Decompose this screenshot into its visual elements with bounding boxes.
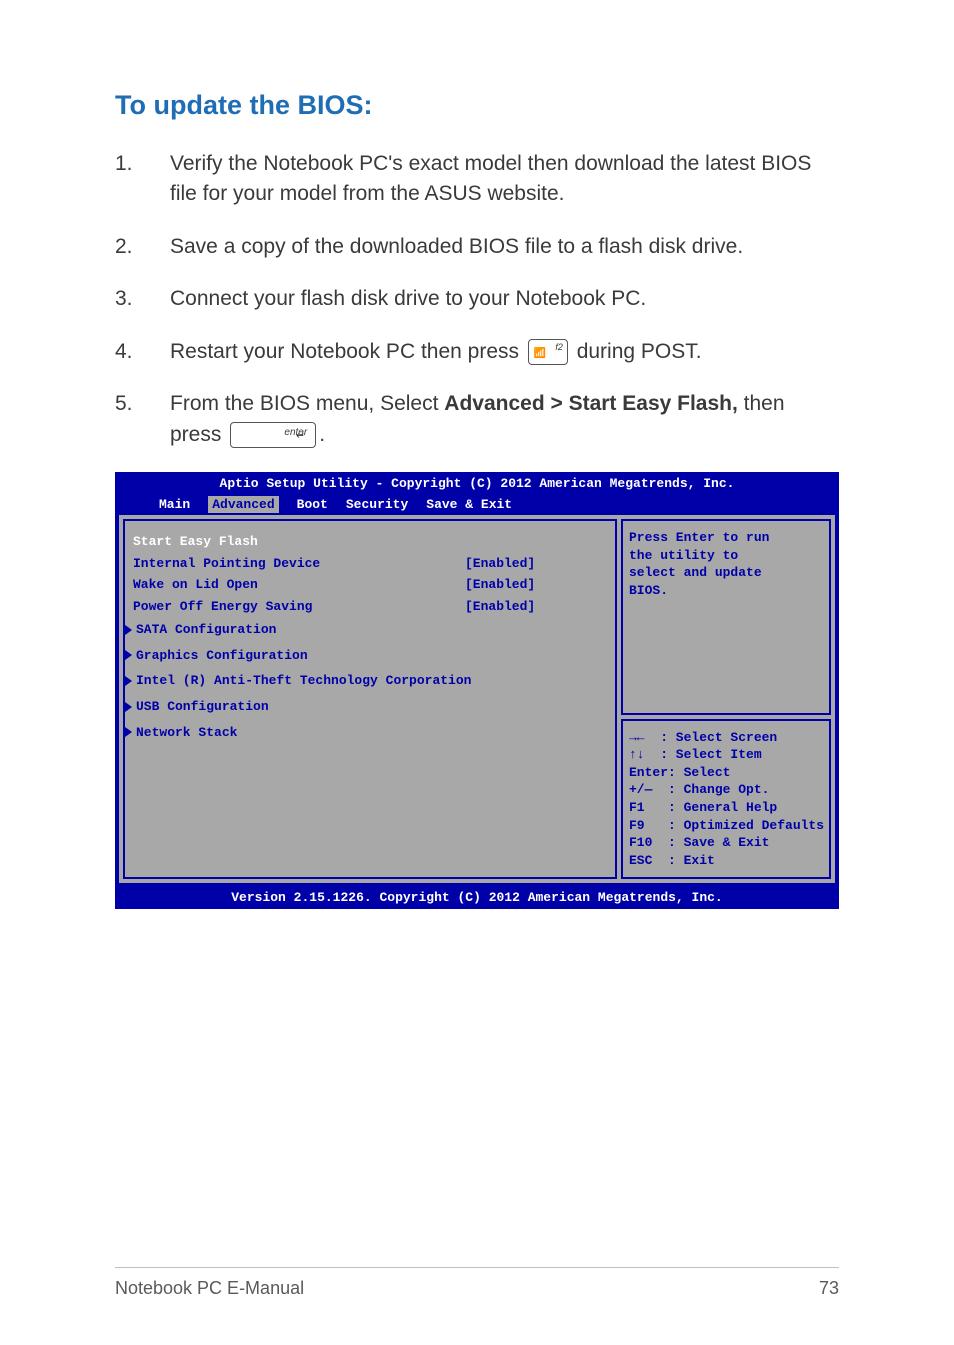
return-arrow-icon: ↵	[296, 429, 305, 445]
bios-item-label: Internal Pointing Device	[133, 555, 465, 573]
bios-title: Aptio Setup Utility - Copyright (C) 2012…	[115, 474, 839, 494]
help-line: Enter: Select	[629, 764, 823, 782]
step-post: during POST.	[577, 340, 702, 363]
bios-submenu-graphics: Graphics Configuration	[125, 643, 605, 669]
page-number: 73	[819, 1278, 839, 1299]
bios-item-value: [Enabled]	[465, 555, 605, 573]
triangle-right-icon	[125, 676, 132, 686]
step-text: Restart your Notebook PC then press 📶 f2…	[170, 337, 839, 367]
bios-item-label: Power Off Energy Saving	[133, 598, 465, 616]
bios-tab-main: Main	[159, 496, 190, 514]
bios-tab-advanced: Advanced	[208, 496, 278, 514]
step-text: From the BIOS menu, Select Advanced > St…	[170, 389, 839, 450]
step-text: Connect your flash disk drive to your No…	[170, 284, 839, 314]
bios-item-label: Start Easy Flash	[133, 533, 465, 551]
enter-key-icon: enter ↵	[230, 422, 316, 448]
help-line: ESC : Exit	[629, 852, 823, 870]
page-footer: Notebook PC E-Manual 73	[115, 1267, 839, 1299]
step-number: 4.	[115, 337, 170, 367]
bios-submenu-intel-antitheft: Intel (R) Anti-Theft Technology Corporat…	[125, 668, 605, 694]
bios-help-bottom: →← : Select Screen ↑↓ : Select Item Ente…	[621, 719, 831, 879]
step-number: 5.	[115, 389, 170, 450]
step-text: Verify the Notebook PC's exact model the…	[170, 149, 839, 210]
bios-titlebar: Aptio Setup Utility - Copyright (C) 2012…	[115, 472, 839, 515]
bios-right-panel: Press Enter to run the utility to select…	[621, 519, 831, 879]
bios-row-start-easy-flash: Start Easy Flash	[133, 531, 605, 553]
step-pre: Restart your Notebook PC then press	[170, 340, 525, 363]
triangle-right-icon	[125, 625, 132, 635]
bios-submenu-sata: SATA Configuration	[125, 617, 605, 643]
help-line: select and update	[629, 564, 823, 582]
triangle-right-icon	[125, 650, 132, 660]
step-5: 5. From the BIOS menu, Select Advanced >…	[115, 389, 839, 450]
bios-submenu-usb: USB Configuration	[125, 694, 605, 720]
step-pre: From the BIOS menu, Select	[170, 392, 444, 415]
bios-tab-save-exit: Save & Exit	[426, 496, 512, 514]
bios-row-power-off: Power Off Energy Saving [Enabled]	[133, 596, 605, 618]
step-number: 3.	[115, 284, 170, 314]
help-line: F9 : Optimized Defaults	[629, 817, 823, 835]
step-text: Save a copy of the downloaded BIOS file …	[170, 232, 839, 262]
step-bold: Advanced > Start Easy Flash,	[444, 392, 738, 415]
bios-item-value: [Enabled]	[465, 576, 605, 594]
bios-item-label: Wake on Lid Open	[133, 576, 465, 594]
help-line: →← : Select Screen	[629, 729, 823, 747]
bios-tab-boot: Boot	[297, 496, 328, 514]
step-2: 2. Save a copy of the downloaded BIOS fi…	[115, 232, 839, 262]
footer-title: Notebook PC E-Manual	[115, 1278, 304, 1299]
step-4: 4. Restart your Notebook PC then press 📶…	[115, 337, 839, 367]
step-1: 1. Verify the Notebook PC's exact model …	[115, 149, 839, 210]
bios-tab-security: Security	[346, 496, 408, 514]
bios-row-wake-lid: Wake on Lid Open [Enabled]	[133, 574, 605, 596]
steps-list: 1. Verify the Notebook PC's exact model …	[115, 149, 839, 450]
help-line: the utility to	[629, 547, 823, 565]
triangle-right-icon	[125, 702, 132, 712]
bios-screenshot: Aptio Setup Utility - Copyright (C) 2012…	[115, 472, 839, 909]
help-line: Press Enter to run	[629, 529, 823, 547]
help-line: BIOS.	[629, 582, 823, 600]
step-3: 3. Connect your flash disk drive to your…	[115, 284, 839, 314]
step-post: .	[319, 423, 325, 446]
bios-footer: Version 2.15.1226. Copyright (C) 2012 Am…	[115, 887, 839, 909]
step-number: 2.	[115, 232, 170, 262]
triangle-right-icon	[125, 727, 132, 737]
step-number: 1.	[115, 149, 170, 210]
help-line: F1 : General Help	[629, 799, 823, 817]
bios-item-value: [Enabled]	[465, 598, 605, 616]
bios-body: Start Easy Flash Internal Pointing Devic…	[115, 515, 839, 887]
bios-help-top: Press Enter to run the utility to select…	[621, 519, 831, 715]
section-heading: To update the BIOS:	[115, 90, 839, 121]
help-line: ↑↓ : Select Item	[629, 746, 823, 764]
bios-submenu-network-stack: Network Stack	[125, 720, 605, 746]
bios-row-internal-pointing: Internal Pointing Device [Enabled]	[133, 553, 605, 575]
bios-tabs: Main Advanced Boot Security Save & Exit	[115, 494, 839, 516]
f2-label: f2	[555, 341, 563, 354]
f2-key-icon: 📶 f2	[528, 339, 568, 365]
help-line: +/— : Change Opt.	[629, 781, 823, 799]
bios-left-panel: Start Easy Flash Internal Pointing Devic…	[123, 519, 617, 879]
bios-item-value	[465, 533, 605, 551]
wifi-icon: 📶	[534, 347, 546, 362]
help-line: F10 : Save & Exit	[629, 834, 823, 852]
